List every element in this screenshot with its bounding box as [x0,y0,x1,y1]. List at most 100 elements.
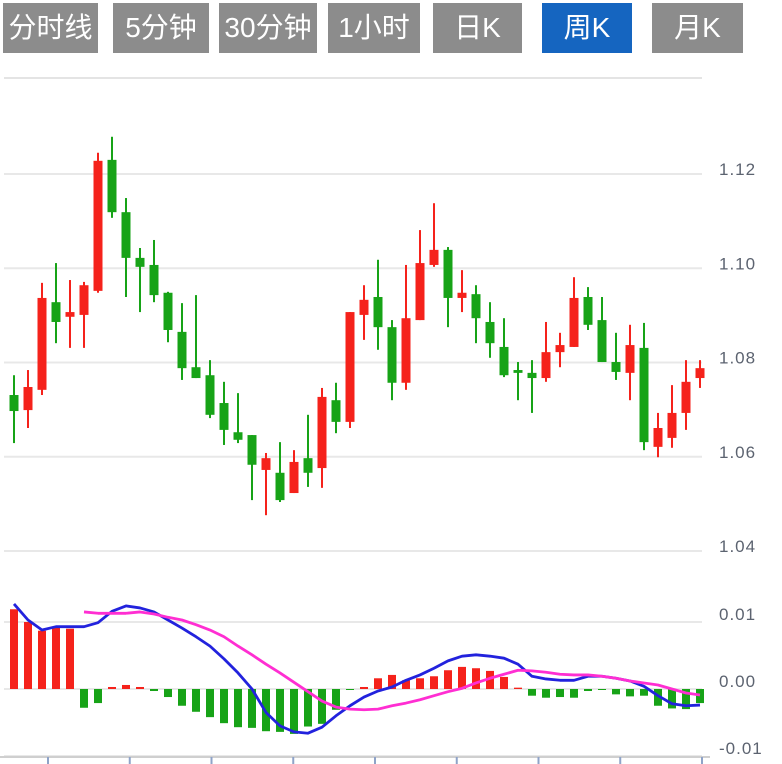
candle-body [275,472,285,501]
candle-body [121,212,131,258]
macd-bar [332,689,340,710]
candle-body [471,294,481,319]
candle-body [163,292,173,330]
candle-body [597,320,607,363]
tab-daily-k[interactable]: 日K [433,3,522,53]
price-axis-label: 1.08 [719,349,756,368]
candle-body [345,312,355,422]
macd-bar [136,686,144,689]
macd-bar [430,676,438,689]
tab-minute-line[interactable]: 分时线 [3,3,98,53]
candle-body [695,368,705,379]
dea-line [83,610,701,712]
macd-bar [318,689,326,724]
candle-body [247,435,257,465]
candle-body [513,370,523,373]
tab-1hour[interactable]: 1小时 [328,3,420,53]
candle-body [499,346,509,376]
macd-bar [682,689,690,710]
candle-body [667,412,677,438]
macd-bar [500,676,508,689]
macd-bar [276,689,284,732]
candle-body [681,381,691,413]
candle-body [429,249,439,265]
macd-bar [24,622,32,689]
candle-body [373,296,383,328]
candle-body [79,285,89,315]
candle-body [401,318,411,383]
macd-bar [10,609,18,689]
candle-body [177,331,187,369]
candle-body [443,249,453,298]
price-axis-label: 1.12 [719,160,756,179]
candle-body [527,372,537,379]
macd-bar [80,689,88,708]
candle-body [219,403,229,430]
macd-bar [122,684,130,689]
macd-bar [290,689,298,734]
macd-bar [458,666,466,689]
price-axis-label: 1.04 [719,537,756,556]
macd-bar [192,689,200,712]
macd-bar [444,670,452,689]
candle-body [359,299,369,315]
macd-bar [696,689,704,704]
macd-bar [304,689,312,727]
candle-body [205,375,215,415]
candle-body [93,160,103,291]
macd-bar [416,678,424,689]
price-axis-label: 1.10 [719,254,756,273]
candle-body [611,362,621,372]
macd-bar [626,689,634,697]
candle-body [541,352,551,379]
macd-bar [598,689,606,690]
macd-bar [108,686,116,689]
macd-bar [248,689,256,728]
candle-body [569,297,579,347]
candle-body [485,321,495,344]
candle-body [37,297,47,390]
candle-body [65,312,75,317]
candle-body [555,345,565,353]
candle-body [149,264,159,296]
candle-body [233,432,243,440]
candle-body [625,345,635,373]
candle-body [107,159,117,213]
candle-body [191,367,201,379]
macd-bar [514,687,522,689]
macd-bar [486,670,494,689]
candle-body [639,347,649,443]
macd-bar [52,626,60,689]
macd-bar [654,689,662,706]
candle-body [289,461,299,494]
macd-bar [668,689,676,709]
candle-body [261,458,271,470]
tab-5min[interactable]: 5分钟 [113,3,209,53]
dif-line [12,602,701,735]
macd-bar [206,689,214,718]
macd-bar [472,668,480,689]
macd-bar [584,689,592,692]
candle-body [653,428,663,447]
macd-bar [570,689,578,698]
tab-30min[interactable]: 30分钟 [219,3,317,53]
candle-body [387,327,397,383]
candle-body [51,302,61,322]
macd-bar [556,689,564,698]
macd-bar [402,680,410,689]
candle-body [457,292,467,298]
macd-bar [528,689,536,696]
macd-axis-label: 0.01 [719,605,756,624]
candle-body [415,263,425,321]
tab-weekly-k[interactable]: 周K [542,3,632,53]
macd-bar [66,628,74,689]
macd-bar [374,678,382,689]
candle-body [583,296,593,325]
candle-body [9,395,19,412]
candle-body [23,387,33,411]
candle-body [331,400,341,422]
macd-bar [234,689,242,728]
candle-body [317,396,327,469]
tab-monthly-k[interactable]: 月K [652,3,743,53]
